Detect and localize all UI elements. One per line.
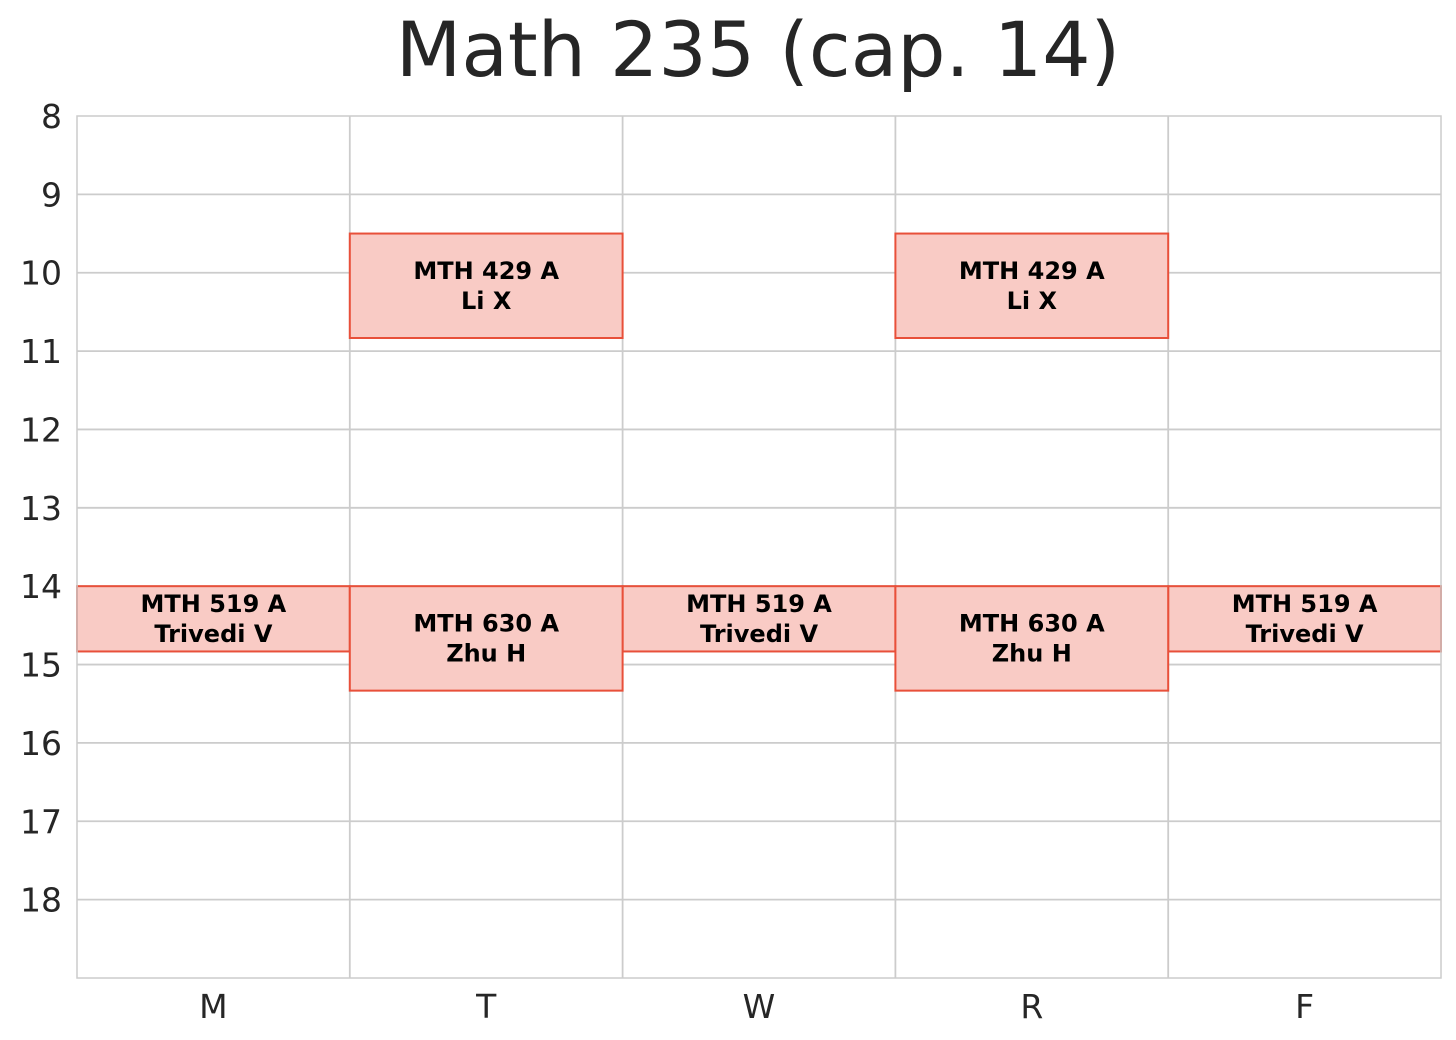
- event-instructor-label: Trivedi V: [700, 620, 818, 648]
- x-tick-label: R: [1020, 987, 1043, 1026]
- y-tick-label: 14: [20, 567, 62, 606]
- event-course-label: MTH 630 A: [413, 609, 559, 637]
- plot-frame: [76, 115, 1442, 979]
- event-rect: [894, 232, 1170, 340]
- event-instructor-label: Trivedi V: [1246, 620, 1364, 648]
- event-block[interactable]: MTH 429 ALi X: [348, 232, 624, 340]
- y-tick-label: 9: [41, 175, 62, 214]
- x-tick-label: T: [475, 987, 497, 1026]
- chart-title: Math 235 (cap. 14): [396, 5, 1120, 94]
- y-tick-labels: 8 9 10 11 12 13 14 15 16 17 18: [20, 97, 62, 920]
- y-tick-label: 11: [20, 332, 62, 371]
- y-tick-label: 8: [41, 97, 62, 136]
- event-block[interactable]: MTH 429 ALi X: [894, 232, 1170, 340]
- event-course-label: MTH 630 A: [959, 609, 1105, 637]
- event-rect: [348, 585, 624, 692]
- event-rect: [348, 232, 624, 340]
- x-tick-label: F: [1295, 987, 1314, 1026]
- event-instructor-label: Trivedi V: [154, 620, 272, 648]
- event-course-label: MTH 519 A: [686, 590, 832, 618]
- event-instructor-label: Zhu H: [446, 639, 526, 667]
- y-tick-label: 17: [20, 802, 62, 841]
- event-instructor-label: Li X: [1007, 287, 1058, 315]
- y-tick-label: 18: [20, 881, 62, 920]
- event-course-label: MTH 429 A: [959, 257, 1105, 285]
- y-tick-label: 10: [20, 254, 62, 293]
- event-course-label: MTH 519 A: [141, 590, 287, 618]
- x-tick-label: W: [743, 987, 776, 1026]
- event-instructor-label: Zhu H: [992, 639, 1072, 667]
- grid-lines: [77, 116, 1441, 978]
- event-rect: [894, 585, 1170, 692]
- event-rect: [1167, 585, 1442, 653]
- event-instructor-label: Li X: [461, 287, 512, 315]
- event-course-label: MTH 519 A: [1232, 590, 1378, 618]
- y-tick-label: 15: [20, 646, 62, 685]
- event-course-label: MTH 429 A: [413, 257, 559, 285]
- y-tick-label: 13: [20, 489, 62, 528]
- x-tick-label: M: [199, 987, 227, 1026]
- y-tick-label: 12: [20, 410, 62, 449]
- y-tick-label: 16: [20, 724, 62, 763]
